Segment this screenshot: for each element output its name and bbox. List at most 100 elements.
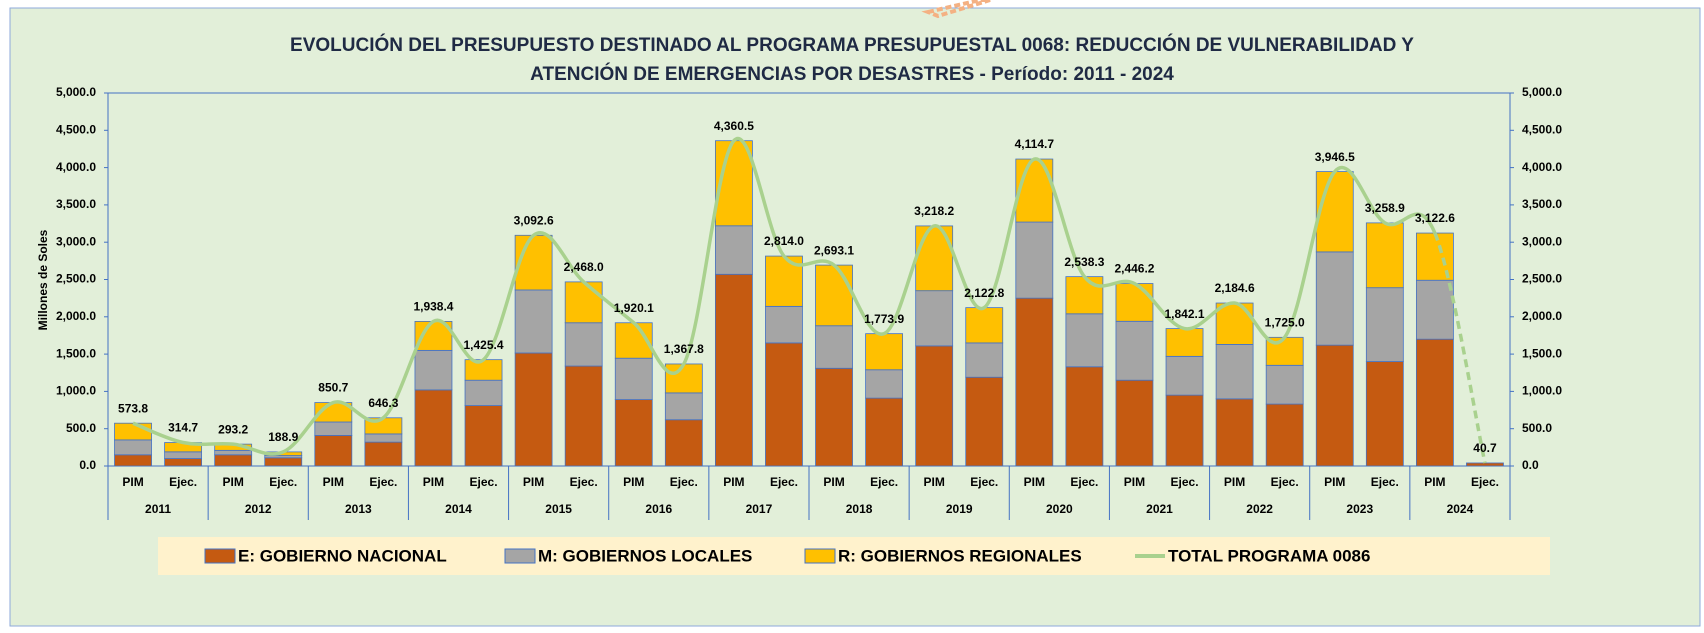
x-tick-label: Ejec. [770, 475, 798, 489]
group-label: 2012 [245, 502, 272, 516]
y-tick-label: 3,000.0 [56, 234, 96, 248]
data-label: 3,092.6 [514, 213, 554, 227]
legend-label: M: GOBIERNOS LOCALES [538, 546, 752, 565]
x-tick-label: Ejec. [1070, 475, 1098, 489]
group-label: 2016 [645, 502, 672, 516]
y-tick-label: 2,000.0 [56, 309, 96, 323]
y2-tick-label: 2,500.0 [1522, 272, 1562, 286]
x-tick-label: Ejec. [369, 475, 397, 489]
bar-segment [714, 225, 753, 275]
x-tick-label: PIM [623, 475, 644, 489]
y2-tick-label: 1,000.0 [1522, 384, 1562, 398]
bar-segment [464, 405, 503, 467]
bar-segment [765, 305, 803, 344]
x-tick-label: PIM [523, 475, 544, 489]
data-label: 850.7 [318, 381, 348, 395]
bar-segment [1165, 394, 1204, 467]
legend-label: R: GOBIERNOS REGIONALES [838, 546, 1082, 565]
group-label: 2019 [946, 502, 973, 516]
bar-segment [514, 352, 553, 467]
y-tick-label: 0.0 [79, 458, 96, 472]
y-tick-label: 3,500.0 [56, 197, 96, 211]
data-label: 2,468.0 [564, 260, 604, 274]
data-label: 2,814.0 [764, 234, 804, 248]
chart-title: EVOLUCIÓN DEL PRESUPUESTO DESTINADO AL P… [290, 34, 1414, 56]
group-label: 2011 [145, 502, 171, 516]
x-tick-label: PIM [1224, 475, 1245, 489]
chart-subtitle: ATENCIÓN DE EMERGENCIAS POR DESASTRES - … [530, 63, 1174, 85]
y-tick-label: 500.0 [66, 421, 96, 435]
total-line-dashed [1433, 232, 1487, 464]
x-tick-label: PIM [122, 475, 143, 489]
bar-segment [1265, 403, 1304, 467]
y-tick-label: 2,500.0 [56, 272, 96, 286]
bar-segment [1365, 222, 1404, 289]
legend-swatch [504, 548, 536, 564]
x-tick-label: Ejec. [970, 475, 998, 489]
data-label: 188.9 [268, 430, 298, 444]
legend [158, 537, 1550, 575]
data-label: 1,725.0 [1265, 315, 1305, 329]
bar-segment [865, 333, 904, 371]
data-label: 3,258.9 [1365, 201, 1405, 215]
legend-swatch [204, 548, 236, 564]
bar-segment [364, 441, 403, 467]
bar-segment [564, 322, 603, 367]
bar-segment [514, 234, 553, 291]
x-tick-label: PIM [423, 475, 444, 489]
bar-segment [464, 359, 503, 381]
bar-segment [1315, 171, 1354, 253]
x-tick-label: PIM [1024, 475, 1045, 489]
total-line [132, 136, 1437, 456]
bar-segment [1215, 344, 1254, 400]
bar-segment [815, 367, 853, 467]
bar-segment [114, 454, 152, 467]
legend-swatch [804, 548, 836, 564]
bar-segment [1215, 398, 1254, 467]
bar-segment [314, 421, 353, 436]
bar-segment [765, 342, 803, 467]
x-tick-label: PIM [1424, 475, 1445, 489]
bar-segment [114, 422, 152, 441]
bar-segment [414, 349, 453, 391]
y2-tick-label: 4,000.0 [1522, 160, 1562, 174]
bar-segment [1315, 344, 1354, 467]
bar-segment [1365, 287, 1404, 362]
bar-segment [865, 369, 904, 399]
group-label: 2018 [846, 502, 873, 516]
bar-segment [1015, 158, 1054, 223]
bar-segment [564, 281, 603, 324]
bar-segment [664, 419, 703, 467]
y2-tick-label: 2,000.0 [1522, 309, 1562, 323]
y-tick-label: 1,000.0 [56, 384, 96, 398]
group-label: 2015 [545, 502, 572, 516]
bar-segment [514, 289, 553, 354]
bar-segment [965, 376, 1004, 467]
legend-label: E: GOBIERNO NACIONAL [238, 546, 447, 565]
group-label: 2014 [445, 502, 472, 516]
data-label: 2,446.2 [1114, 262, 1154, 276]
decoration [921, 0, 991, 19]
y2-tick-label: 3,500.0 [1522, 197, 1562, 211]
group-label: 2021 [1146, 502, 1173, 516]
bar-segment [915, 345, 954, 467]
bar-segment [1015, 297, 1054, 467]
x-tick-label: Ejec. [169, 475, 197, 489]
y2-tick-label: 500.0 [1522, 421, 1552, 435]
data-label: 1,773.9 [864, 312, 904, 326]
bar-segment [915, 290, 954, 347]
y2-tick-label: 3,000.0 [1522, 234, 1562, 248]
bar-segment [1115, 379, 1154, 467]
bar-segment [1215, 302, 1254, 345]
group-label: 2017 [746, 502, 773, 516]
y2-tick-label: 0.0 [1522, 458, 1539, 472]
data-label: 4,360.5 [714, 119, 754, 133]
x-tick-label: PIM [223, 475, 244, 489]
bar-segment [114, 439, 152, 456]
bar-segment [414, 389, 453, 467]
y2-tick-label: 1,500.0 [1522, 346, 1562, 360]
bar-segment [1315, 251, 1354, 346]
data-label: 40.7 [1473, 441, 1497, 455]
bar-segment [164, 451, 203, 459]
